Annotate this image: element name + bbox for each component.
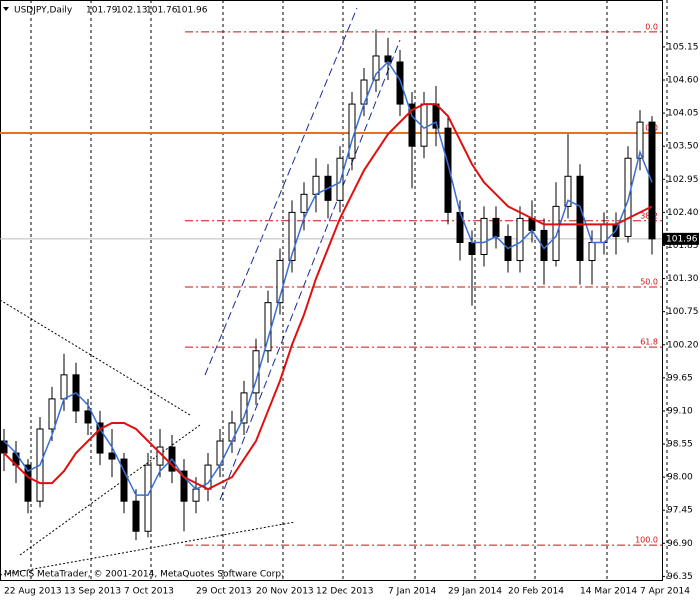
candle-body — [480, 217, 488, 256]
candle-body — [636, 121, 644, 159]
y-tick-label: 96.90 — [667, 539, 693, 549]
candle-body — [564, 175, 572, 207]
candle-body — [276, 260, 284, 304]
candle-body — [444, 127, 452, 213]
header-value: 101.96 — [176, 6, 208, 16]
candle-body — [336, 157, 344, 201]
moving-average — [3, 103, 653, 491]
fib-label: 100.0 — [635, 536, 658, 545]
y-tick-label: 98.00 — [667, 473, 693, 483]
x-tick-label: 14 Mar 2014 — [580, 587, 637, 597]
candle-body — [144, 464, 152, 532]
moving-average — [3, 60, 653, 496]
y-tick-label: 97.45 — [667, 506, 693, 516]
y-tick-label: 99.65 — [667, 373, 693, 383]
candle-body — [132, 500, 140, 532]
candle-body — [552, 205, 560, 262]
candle-body — [60, 374, 68, 400]
candle-body — [204, 464, 212, 490]
candle-body — [96, 422, 104, 454]
triangle-line — [0, 299, 191, 416]
x-tick-label: 7 Oct 2013 — [124, 587, 174, 597]
trend-lines — [0, 7, 401, 576]
candle-body — [468, 241, 476, 256]
x-tick-label: 29 Oct 2013 — [196, 587, 252, 597]
copyright: MMCIS MetaTrader, © 2001-2014, MetaQuote… — [4, 570, 284, 580]
x-tick-label: 7 Apr 2014 — [640, 587, 690, 597]
y-tick-label: 100.75 — [667, 307, 699, 317]
header-value: 102.13 — [116, 6, 148, 16]
candle-body — [24, 464, 32, 502]
header-value: 101.76 — [146, 6, 178, 16]
fib-label: 61.8 — [640, 338, 658, 347]
fib-label: 0.0 — [645, 22, 658, 31]
candle-body — [312, 175, 320, 195]
price-tag-label: 101.96 — [666, 234, 698, 244]
fib-label: 50.0 — [640, 277, 658, 286]
candle-body — [48, 398, 56, 430]
x-tick-label: 7 Jan 2014 — [388, 587, 436, 597]
channel-line — [204, 7, 358, 376]
y-tick-label: 105.15 — [667, 42, 699, 52]
candle-body — [588, 241, 596, 262]
candle-body — [288, 211, 296, 262]
plot-frame — [0, 0, 663, 581]
y-tick-label: 102.95 — [667, 175, 699, 185]
y-tick-label: 104.05 — [667, 109, 699, 119]
y-tick-label: 104.60 — [667, 76, 699, 86]
y-tick-label: 96.35 — [667, 572, 693, 582]
candle-body — [576, 175, 584, 262]
y-tick-label: 101.30 — [667, 274, 699, 284]
candle-body — [492, 217, 500, 237]
candle-body — [84, 410, 92, 424]
header-value: 101.79 — [86, 6, 118, 16]
x-tick-label: 29 Jan 2014 — [448, 587, 502, 597]
x-tick-label: 22 Aug 2013 — [4, 587, 62, 597]
y-tick-label: 102.40 — [667, 208, 699, 218]
candle-body — [300, 193, 308, 213]
y-tick-label: 98.55 — [667, 440, 693, 450]
candle-body — [180, 470, 188, 502]
x-tick-label: 12 Dec 2013 — [316, 587, 374, 597]
y-tick-label: 101.85 — [667, 241, 699, 251]
channel-line — [219, 39, 401, 501]
triangle-line — [0, 521, 296, 576]
candle-body — [408, 103, 416, 147]
x-tick-label: 20 Feb 2014 — [508, 587, 564, 597]
chart-title: USDJPY,Daily — [14, 6, 73, 16]
header-arrow — [3, 7, 9, 11]
y-tick-label: 100.20 — [667, 340, 699, 350]
candle-body — [120, 458, 128, 502]
candle-body — [372, 55, 380, 81]
y-tick-label: 99.10 — [667, 406, 693, 416]
x-tick-label: 13 Sep 2013 — [64, 587, 121, 597]
x-tick-label: 20 Nov 2013 — [256, 587, 314, 597]
y-tick-label: 103.50 — [667, 142, 699, 152]
candle-body — [192, 488, 200, 502]
candle-body — [396, 61, 404, 105]
price-tag — [663, 232, 699, 245]
candle-body — [108, 452, 116, 460]
